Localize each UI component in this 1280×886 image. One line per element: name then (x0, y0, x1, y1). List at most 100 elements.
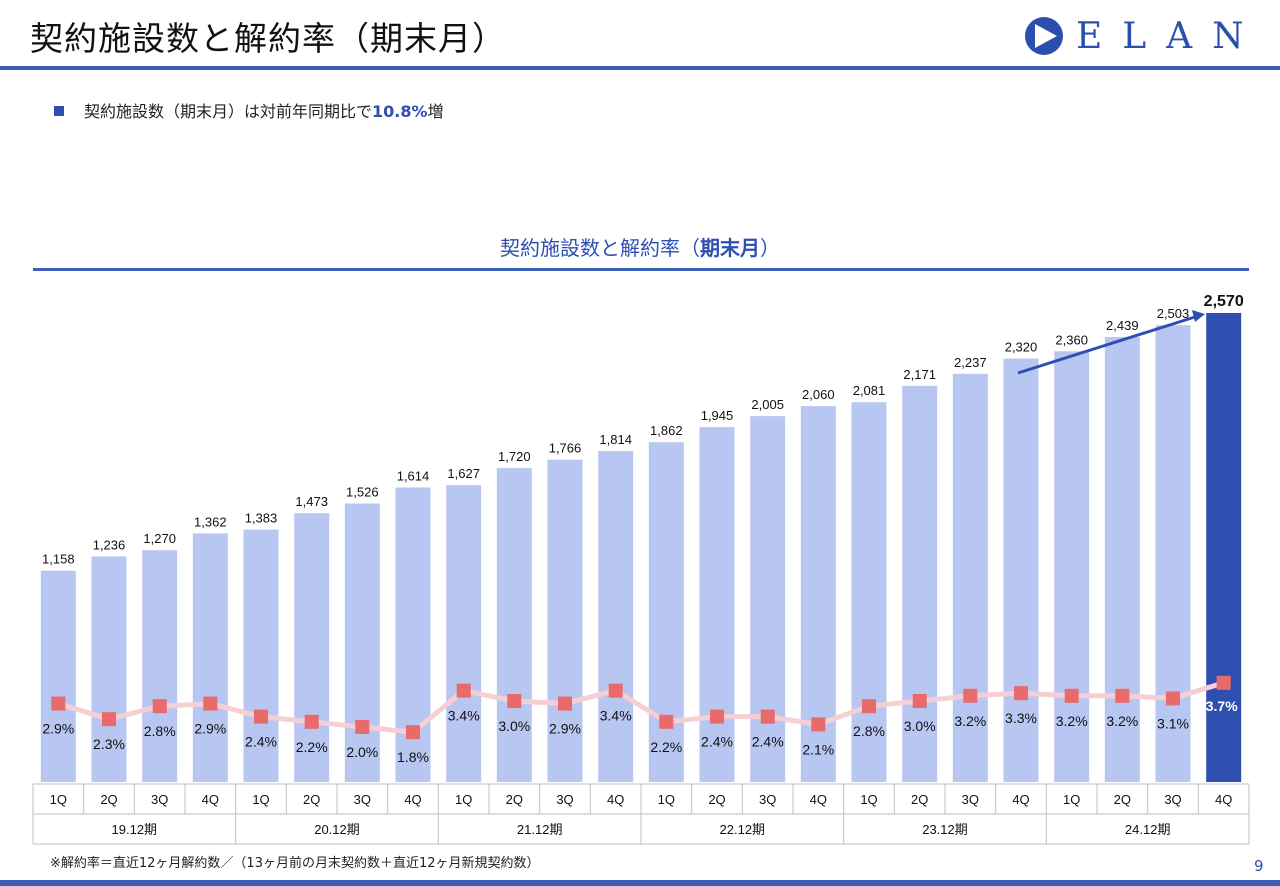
category-label-24: 4Q (1215, 792, 1232, 807)
churn-marker-5 (254, 709, 268, 724)
bar-label-13: 1,862 (650, 423, 683, 438)
trend-arrowhead-icon (1192, 310, 1205, 322)
churn-marker-20 (1014, 686, 1028, 701)
category-label-15: 3Q (759, 792, 776, 807)
category-label-9: 1Q (455, 792, 472, 807)
bar-10 (496, 468, 532, 782)
bar-4 (192, 533, 228, 782)
churn-label-8: 1.8% (397, 749, 429, 765)
churn-marker-14 (710, 709, 724, 724)
bar-11 (547, 459, 583, 782)
churn-marker-9 (456, 683, 471, 698)
churn-marker-4 (203, 696, 218, 711)
bar-15 (750, 416, 786, 782)
bar-label-6: 1,473 (295, 494, 328, 509)
churn-marker-10 (507, 694, 522, 708)
logo-text: ELAN (1076, 16, 1264, 57)
churn-label-12: 3.4% (600, 708, 632, 724)
churn-label-18: 3.0% (904, 718, 936, 734)
summary-suffix: 増 (427, 102, 444, 121)
churn-label-16: 2.1% (802, 741, 834, 757)
churn-label-2: 2.3% (93, 736, 125, 752)
bar-7 (344, 503, 380, 782)
churn-marker-16 (811, 717, 826, 732)
bar-18 (902, 385, 938, 782)
category-label-2: 2Q (100, 792, 117, 807)
bar-6 (294, 513, 330, 782)
churn-label-11: 2.9% (549, 721, 581, 737)
churn-label-19: 3.2% (954, 713, 986, 729)
churn-label-7: 2.0% (346, 744, 378, 760)
page-number: 9 (1254, 857, 1264, 875)
bar-label-24: 2,570 (1204, 293, 1244, 310)
bar-label-23: 2,503 (1157, 306, 1190, 321)
churn-rate-line (57, 680, 1225, 735)
category-label-18: 2Q (911, 792, 928, 807)
footnote: ※解約率＝直近12ヶ月解約数／（13ヶ月前の月末契約数＋直近12ヶ月新規契約数） (50, 856, 540, 871)
bar-label-4: 1,362 (194, 514, 227, 529)
bar-label-20: 2,320 (1005, 340, 1038, 355)
category-label-20: 4Q (1012, 792, 1029, 807)
elan-logo: ELAN (1024, 14, 1264, 58)
bar-21 (1054, 351, 1090, 782)
bar-label-14: 1,945 (701, 408, 734, 423)
churn-label-5: 2.4% (245, 734, 277, 750)
category-label-8: 4Q (404, 792, 421, 807)
churn-label-14: 2.4% (701, 734, 733, 750)
bar-label-12: 1,814 (599, 432, 632, 447)
trend-arrow-line (1017, 314, 1199, 375)
summary-bullet: 契約施設数（期末月）は対前年同期比で10.8%増 (54, 98, 444, 122)
bar-3 (142, 550, 178, 782)
bar-label-1: 1,158 (42, 552, 75, 567)
churn-marker-13 (659, 714, 674, 729)
category-label-3: 3Q (151, 792, 168, 807)
bar-13 (648, 442, 684, 782)
group-label-2: 20.12期 (314, 822, 360, 837)
chart-title-bold: 期末月 (700, 236, 760, 260)
category-label-6: 2Q (303, 792, 320, 807)
churn-label-6: 2.2% (296, 739, 328, 755)
category-label-23: 3Q (1164, 792, 1181, 807)
header-divider (0, 66, 1280, 70)
churn-marker-23 (1166, 691, 1180, 706)
bar-label-5: 1,383 (245, 511, 278, 526)
bar-label-2: 1,236 (93, 537, 126, 552)
churn-label-13: 2.2% (650, 739, 682, 755)
churn-label-9: 3.4% (448, 708, 480, 724)
category-label-22: 2Q (1114, 792, 1131, 807)
churn-label-10: 3.0% (498, 718, 530, 734)
category-label-21: 1Q (1063, 792, 1080, 807)
churn-marker-12 (608, 683, 623, 698)
footer-divider (0, 880, 1280, 886)
churn-marker-18 (912, 694, 927, 708)
bar-label-15: 2,005 (751, 397, 784, 412)
churn-marker-19 (963, 688, 978, 703)
churn-label-3: 2.8% (144, 723, 176, 739)
churn-label-4: 2.9% (194, 721, 226, 737)
chart-title: 契約施設数と解約率（期末月） (500, 236, 780, 260)
summary-text: 契約施設数（期末月）は対前年同期比で (84, 102, 373, 121)
churn-marker-6 (304, 714, 319, 729)
category-label-4: 4Q (202, 792, 219, 807)
churn-marker-15 (760, 709, 775, 724)
churn-marker-24 (1216, 675, 1231, 690)
churn-marker-11 (558, 696, 572, 711)
bar-19 (952, 373, 988, 782)
churn-marker-3 (152, 699, 167, 714)
bar-label-8: 1,614 (397, 469, 430, 484)
bar-label-18: 2,171 (903, 367, 936, 382)
logo-mark-icon (1025, 17, 1063, 55)
churn-label-17: 2.8% (853, 723, 885, 739)
chart-title-divider (33, 268, 1249, 271)
bar-label-21: 2,360 (1055, 332, 1088, 347)
category-label-1: 1Q (50, 792, 67, 807)
bar-22 (1104, 336, 1140, 782)
churn-marker-22 (1115, 688, 1130, 703)
category-label-11: 3Q (556, 792, 573, 807)
churn-label-21: 3.2% (1056, 713, 1088, 729)
summary-highlight: 10.8% (372, 102, 428, 121)
bar-label-19: 2,237 (954, 355, 987, 370)
category-label-16: 4Q (810, 792, 827, 807)
group-label-1: 19.12期 (112, 822, 158, 837)
